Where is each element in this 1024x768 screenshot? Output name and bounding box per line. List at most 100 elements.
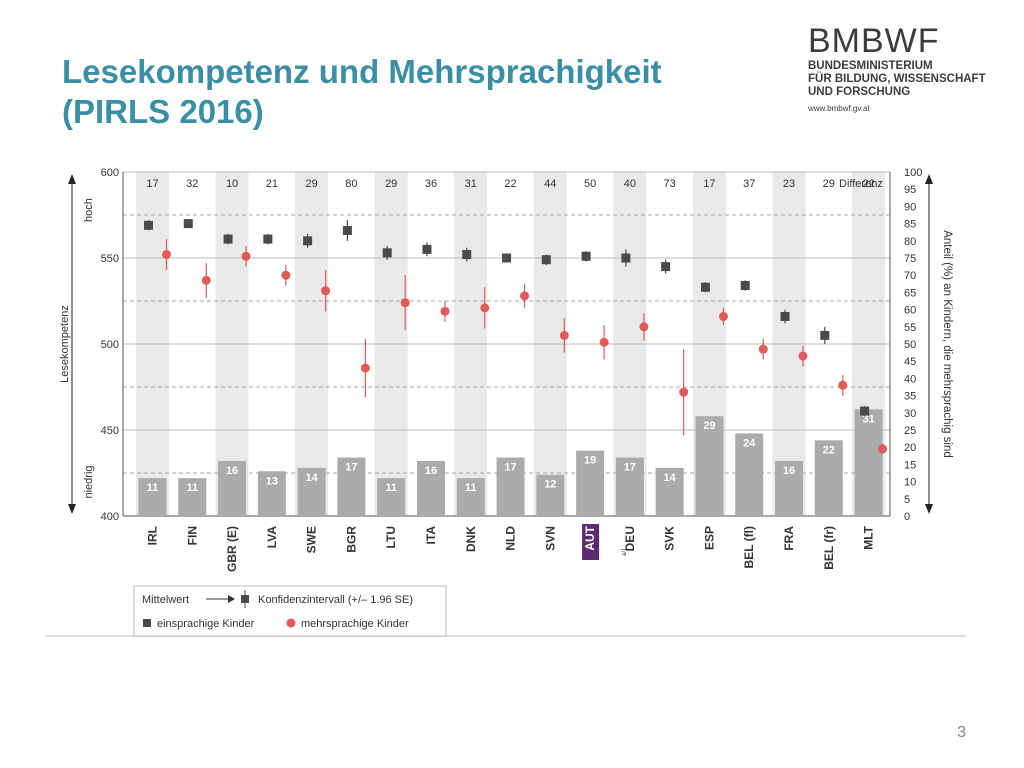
y2-axis-arrow-up [925,174,933,184]
difference-value: 40 [624,178,636,190]
share-bar-label: 24 [743,437,756,449]
y-tick-label-550: 550 [101,253,119,265]
difference-value: 73 [664,178,676,190]
share-bar-label: 14 [306,472,319,484]
share-bar-bel-fl- [735,433,764,516]
y-tick-label-400: 400 [101,511,119,523]
y2-tick-label-35: 35 [904,391,916,403]
difference-value: 10 [226,178,238,190]
category-label-svn: SVN [543,526,557,551]
multi-mean-marker [321,286,331,296]
share-bar-label: 17 [345,462,357,474]
mono-mean-marker [661,262,671,272]
mono-mean-marker [740,281,750,291]
share-bar-swe [297,467,326,516]
share-bar-label: 16 [425,465,437,477]
share-bar-label: 11 [147,482,159,494]
multi-mean-marker [162,250,171,260]
mono-mean-marker [621,253,631,263]
slide-title-line2: (PIRLS 2016) [62,93,264,130]
multi-mean-marker [838,380,848,390]
y2-axis-label: Anteil (%) an Kindern, die mehrsprachig … [941,230,953,458]
category-label-lva: LVA [265,526,279,549]
difference-value: 17 [703,178,715,190]
legend-mono-marker [143,619,151,627]
share-bar-gbr-e- [218,460,247,516]
multi-mean-marker [758,344,768,354]
legend-ci-label: Konfidenzintervall (+/– 1.96 SE) [258,594,413,606]
mono-mean-marker [700,282,710,292]
share-bar-label: 12 [544,479,556,491]
multi-mean-marker [360,363,370,373]
y2-tick-label-40: 40 [904,373,916,385]
share-bar-label: 19 [584,455,596,467]
category-label-svk: SVK [663,526,677,551]
share-bar-aut [576,450,605,516]
share-bar-label: 22 [823,444,835,456]
y2-tick-label-50: 50 [904,339,916,351]
mono-mean-marker [144,220,153,230]
multi-mean-marker [480,303,490,313]
share-bar-label: 17 [624,462,636,474]
difference-value: 29 [823,178,835,190]
multi-mean-marker [878,444,888,454]
category-label-mlt: MLT [862,525,876,549]
share-bar-label: 13 [266,475,278,487]
y-tick-label-600: 600 [101,167,119,179]
category-label-deu: DEU [623,526,637,551]
slide-title-line1: Lesekompetenz und Mehrsprachigkeit [62,53,662,90]
y2-tick-label-20: 20 [904,442,916,454]
share-bar-label: 29 [703,420,715,432]
mono-mean-marker [541,255,551,265]
mono-mean-marker [303,236,313,246]
share-bar-label: 16 [226,465,238,477]
share-bar-label: 11 [385,482,397,494]
share-bar-mlt [854,409,883,516]
mono-mean-marker [860,406,870,416]
share-bar-dnk [456,478,485,516]
multi-mean-marker [798,351,808,361]
multi-mean-marker [559,330,569,340]
legend-mean-label: Mittelwert [142,594,189,606]
y2-tick-label-10: 10 [904,477,916,489]
share-bar-label: 17 [504,462,516,474]
difference-value: 80 [345,178,357,190]
difference-value: 32 [186,178,198,190]
difference-value: 36 [425,178,437,190]
category-label-ltu: LTU [384,526,398,548]
multi-mean-marker [241,251,251,261]
mono-mean-marker [183,219,193,229]
share-bar-esp [695,416,724,516]
category-label-dnk: DNK [464,526,478,552]
difference-value: 50 [584,178,596,190]
multi-mean-marker [679,387,689,397]
y2-tick-label-45: 45 [904,356,916,368]
share-bar-label: 11 [186,482,198,494]
share-bar-label: 16 [783,465,795,477]
category-label-aut: AUT [583,525,597,550]
category-label-bel-fr-: BEL (fr) [822,526,836,570]
y2-tick-label-25: 25 [904,425,916,437]
y2-tick-label-30: 30 [904,408,916,420]
difference-value: 21 [266,178,278,190]
multi-mean-marker [201,275,211,285]
share-bar-ltu [377,478,406,516]
y2-tick-label-100: 100 [904,167,922,179]
ministry-logo: BMBWF BUNDESMINISTERIUM FÜR BILDUNG, WIS… [808,22,1008,113]
logo-url: www.bmbwf.gv.at [808,104,870,113]
y2-tick-label-15: 15 [904,459,916,471]
difference-value: 23 [783,178,795,190]
y2-tick-label-0: 0 [904,511,910,523]
share-bar-label: 31 [862,413,874,425]
share-bar-fra [775,460,804,516]
y2-tick-label-85: 85 [904,219,916,231]
slide-title: Lesekompetenz und Mehrsprachigkeit (PIRL… [62,52,762,132]
legend-box [133,585,447,637]
y2-tick-label-90: 90 [904,201,916,213]
category-label-bel-fl-: BEL (fl) [742,526,756,568]
y-axis-label: Lesekompetenz [59,305,71,383]
legend-multi-label: mehrsprachige Kinder [301,618,409,630]
category-label-ita: ITA [424,526,438,545]
y-axis-arrow-up [68,174,76,184]
